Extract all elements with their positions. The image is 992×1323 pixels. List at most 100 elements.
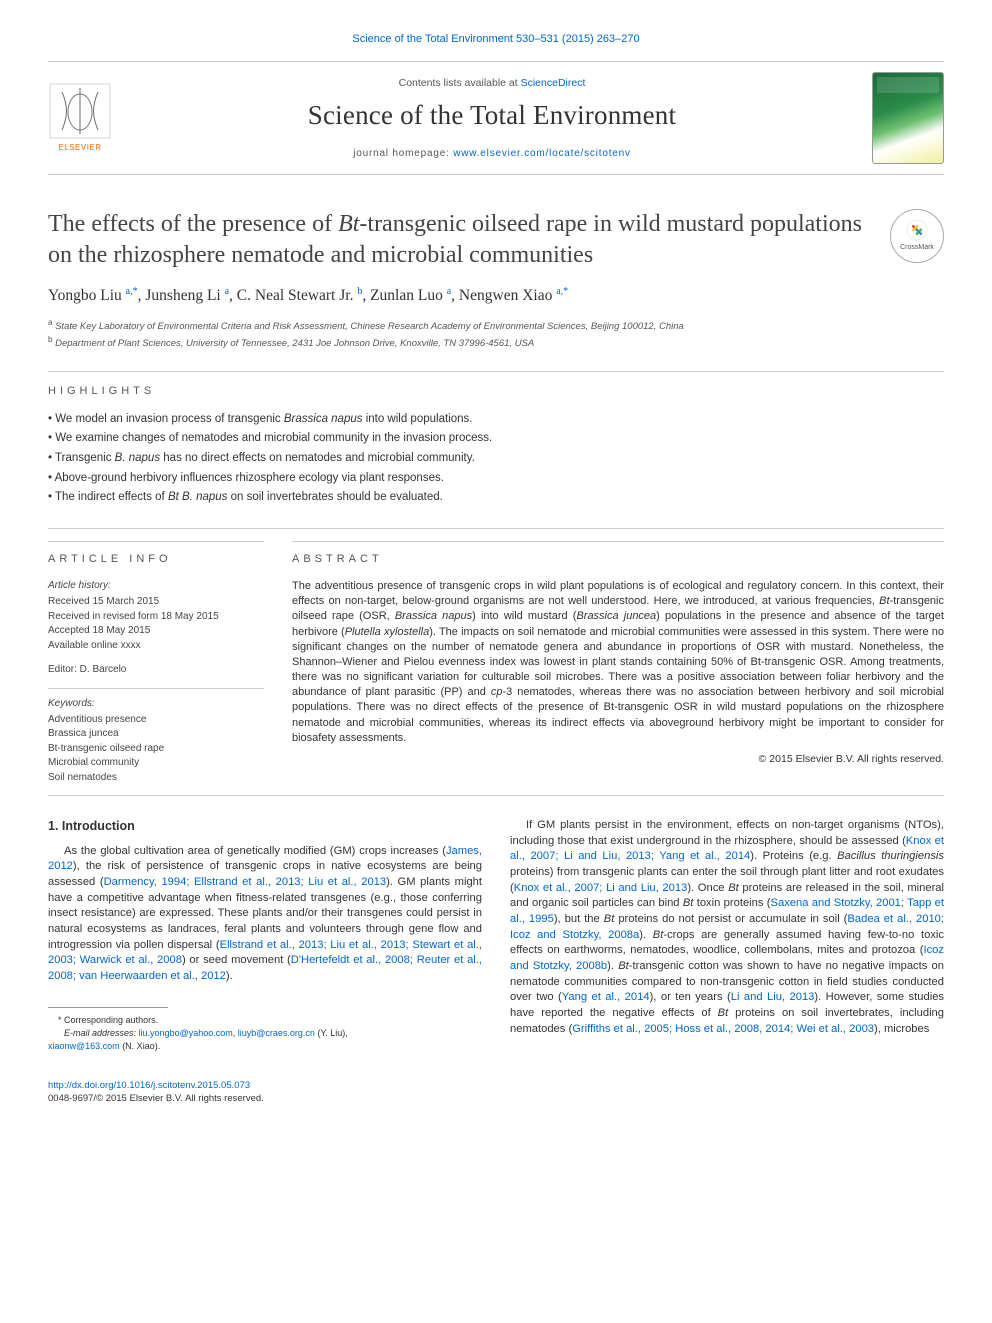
footnote-separator [48, 1007, 168, 1008]
masthead: ELSEVIER Contents lists available at Sci… [48, 61, 944, 175]
keyword: Microbial community [48, 756, 264, 771]
keywords-head: Keywords: [48, 697, 264, 711]
abs-it1: Bt [879, 595, 889, 607]
author-5: Nengwen Xiao [459, 287, 556, 304]
rp-l8[interactable]: Griffiths et al., 2005; Hoss et al., 200… [572, 1023, 874, 1035]
doi-link[interactable]: http://dx.doi.org/10.1016/j.scitotenv.20… [48, 1080, 250, 1091]
hl5-it: Bt B. napus [168, 491, 227, 503]
author-3-sup: b [357, 286, 362, 297]
keyword: Brassica juncea [48, 727, 264, 742]
lp-l2[interactable]: Darmency, 1994; Ellstrand et al., 2013; … [104, 876, 387, 888]
right-column: If GM plants persist in the environment,… [510, 818, 944, 1053]
author-4: Zunlan Luo [370, 287, 447, 304]
crossmark-badge[interactable]: CrossMark [890, 209, 944, 263]
highlights-section: HIGHLIGHTS We model an invasion process … [48, 384, 944, 507]
rp-d: ). Once [687, 882, 728, 894]
crossmark-icon [906, 219, 928, 241]
rp-it7: Bt [718, 1007, 729, 1019]
hl1-it: Brassica napus [284, 413, 363, 425]
rp-it2: Bt [728, 882, 739, 894]
elsevier-logo-icon: ELSEVIER [48, 82, 112, 154]
homepage-prefix: journal homepage: [353, 148, 453, 159]
divider [48, 528, 944, 529]
keyword-it: Brassica juncea [48, 728, 119, 739]
homepage-line: journal homepage: www.elsevier.com/locat… [128, 147, 856, 161]
sciencedirect-link[interactable]: ScienceDirect [521, 77, 586, 89]
corresponding-label: Corresponding authors. [64, 1015, 158, 1025]
affiliation-b: Department of Plant Sciences, University… [55, 338, 534, 349]
keyword: Soil nematodes [48, 771, 264, 786]
email-link-3[interactable]: xiaonw@163.com [48, 1041, 120, 1051]
divider [48, 371, 944, 372]
journal-cover-icon [872, 72, 944, 164]
article-info-label: ARTICLE INFO [48, 552, 264, 567]
hl3-it: B. napus [115, 452, 160, 464]
affiliation-a: State Key Laboratory of Environmental Cr… [55, 321, 684, 332]
intro-paragraph: As the global cultivation area of geneti… [48, 844, 482, 985]
divider [48, 795, 944, 796]
rp-f: toxin proteins ( [693, 897, 770, 909]
page-footer: http://dx.doi.org/10.1016/j.scitotenv.20… [48, 1079, 944, 1107]
hl3-b: has no direct effects on nematodes and m… [160, 452, 475, 464]
hl5-a: The indirect effects of [55, 491, 168, 503]
email-name2: (N. Xiao). [122, 1041, 160, 1051]
highlight-item: Above-ground herbivory influences rhizos… [48, 469, 944, 489]
contents-prefix: Contents lists available at [399, 77, 521, 89]
k3-b: -transgenic oilseed rape [57, 743, 164, 754]
rp-it5: Bt [653, 929, 664, 941]
rp-k: ). [607, 960, 618, 972]
lp-a: As the global cultivation area of geneti… [64, 845, 446, 857]
masthead-center: Contents lists available at ScienceDirec… [128, 76, 856, 160]
revised-line: Received in revised form 18 May 2015 [48, 610, 264, 625]
email-name1: (Y. Liu), [317, 1028, 347, 1038]
received-line: Received 15 March 2015 [48, 595, 264, 610]
history-head: Article history: [48, 579, 264, 593]
editor-line: Editor: D. Barcelo [48, 663, 264, 678]
title-italic: Bt [338, 211, 359, 237]
highlight-item: We examine changes of nematodes and micr… [48, 429, 944, 449]
keyword: Bt-transgenic oilseed rape [48, 742, 264, 757]
affiliations: a State Key Laboratory of Environmental … [48, 317, 944, 352]
crossmark-label: CrossMark [900, 243, 934, 253]
rp-p: ), microbes [874, 1023, 929, 1035]
rp-g: ), but the [554, 913, 604, 925]
hl3-a: Transgenic [55, 452, 115, 464]
rp-h: proteins do not persist or accumulate in… [614, 913, 847, 925]
intro-heading: 1. Introduction [48, 818, 482, 836]
body-columns: 1. Introduction As the global cultivatio… [48, 818, 944, 1053]
rp-l6[interactable]: Yang et al., 2014 [562, 991, 650, 1003]
abs-it2: Brassica napus [395, 610, 472, 622]
hl1-a: We model an invasion process of transgen… [55, 413, 284, 425]
highlight-item: Transgenic B. napus has no direct effect… [48, 449, 944, 469]
email-link-1[interactable]: liu.yongbo@yahoo.com [139, 1028, 233, 1038]
rp-it3: Bt [683, 897, 694, 909]
abs-a: The adventitious presence of transgenic … [292, 580, 944, 607]
journal-name: Science of the Total Environment [128, 97, 856, 135]
left-column: 1. Introduction As the global cultivatio… [48, 818, 482, 1053]
right-paragraph: If GM plants persist in the environment,… [510, 818, 944, 1037]
hl5-b: on soil invertebrates should be evaluate… [227, 491, 442, 503]
homepage-link[interactable]: www.elsevier.com/locate/scitotenv [453, 148, 631, 159]
author-4-sup: a [447, 286, 451, 297]
author-1-sup: a,* [126, 286, 138, 297]
online-line: Available online xxxx [48, 639, 264, 654]
abs-c: ) into wild mustard ( [472, 610, 576, 622]
rp-l7[interactable]: Li and Liu, 2013 [731, 991, 815, 1003]
author-1: Yongbo Liu [48, 287, 126, 304]
lp-d: ) or seed movement ( [182, 954, 291, 966]
citation-link[interactable]: Science of the Total Environment 530–531… [352, 33, 639, 45]
rp-b: ). Proteins (e.g. [750, 850, 837, 862]
title-pre: The effects of the presence of [48, 211, 338, 237]
footnotes: * Corresponding authors. E-mail addresse… [48, 1014, 482, 1053]
abstract-label: ABSTRACT [292, 552, 944, 567]
rp-it6: Bt [618, 960, 629, 972]
rp-m: ), or ten years ( [650, 991, 731, 1003]
rp-l2[interactable]: Knox et al., 2007; Li and Liu, 2013 [514, 882, 688, 894]
email-link-2[interactable]: liuyb@craes.org.cn [238, 1028, 315, 1038]
contents-line: Contents lists available at ScienceDirec… [128, 76, 856, 91]
paper-title: The effects of the presence of Bt-transg… [48, 209, 874, 270]
authors-line: Yongbo Liu a,*, Junsheng Li a, C. Neal S… [48, 285, 944, 307]
issn-line: 0048-9697/© 2015 Elsevier B.V. All right… [48, 1092, 944, 1106]
article-info: ARTICLE INFO Article history: Received 1… [48, 541, 264, 785]
citation-line: Science of the Total Environment 530–531… [48, 32, 944, 47]
